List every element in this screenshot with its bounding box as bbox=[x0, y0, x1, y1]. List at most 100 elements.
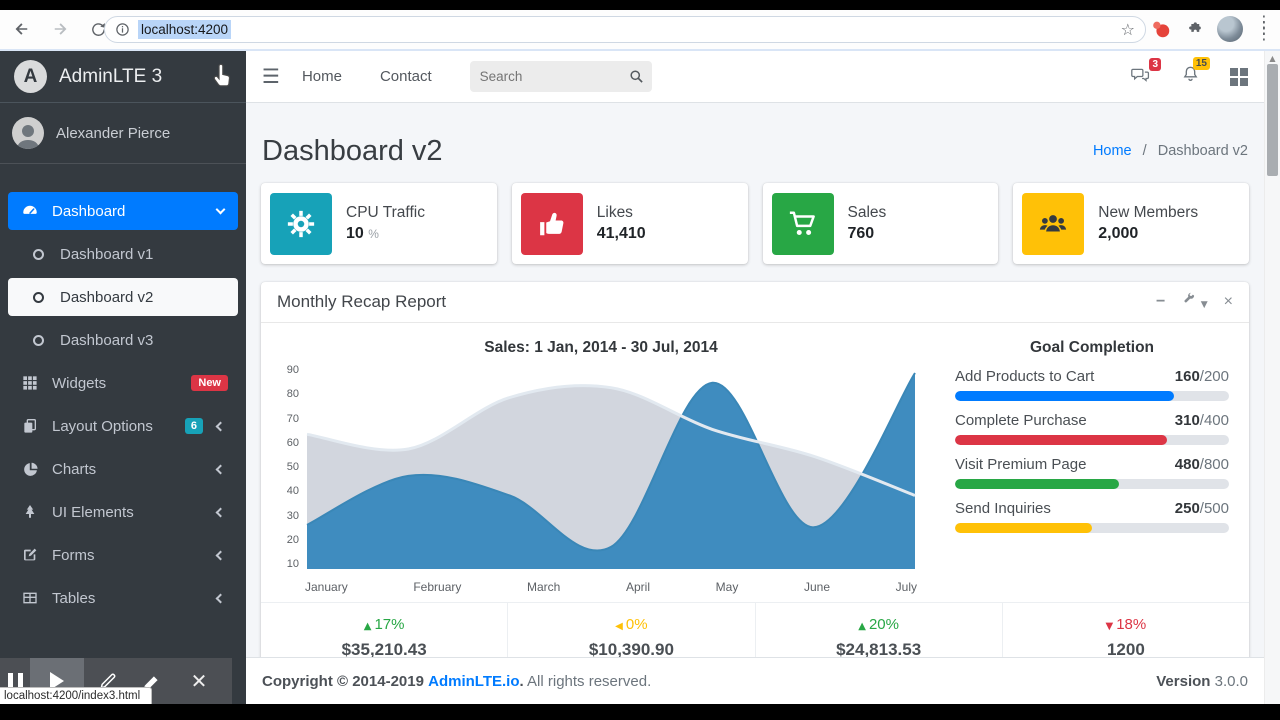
notifications-button[interactable]: 15 bbox=[1181, 57, 1210, 89]
close-button[interactable]: × bbox=[1223, 293, 1233, 310]
page-info-icon[interactable] bbox=[115, 22, 130, 37]
info-box-value: 2,000 bbox=[1098, 225, 1139, 242]
sidebar-toggle-icon[interactable]: ☰ bbox=[262, 66, 280, 88]
goals-title: Goal Completion bbox=[1030, 339, 1154, 356]
browser-toolbar: localhost:4200 ☆ ⋮ ⋮ ⋮ bbox=[0, 10, 1280, 51]
search-input[interactable] bbox=[477, 68, 618, 85]
scrollbar-thumb[interactable] bbox=[1267, 64, 1278, 176]
caret-left-icon: ◀ bbox=[615, 621, 623, 632]
caret-down-icon: ▼ bbox=[1200, 300, 1208, 310]
progress-bar bbox=[955, 479, 1229, 489]
sidebar-item-label: Dashboard v3 bbox=[60, 331, 154, 349]
sidebar-item-dashboard-v3[interactable]: Dashboard v3 bbox=[8, 321, 238, 359]
settings-wrench-button[interactable]: ▼ bbox=[1181, 292, 1208, 312]
notifications-badge: 15 bbox=[1192, 57, 1210, 70]
navbar-link-home[interactable]: Home bbox=[301, 68, 342, 85]
progress-bar bbox=[955, 435, 1229, 445]
scrollbar[interactable]: ▲ bbox=[1264, 51, 1280, 704]
page: A AdminLTE 3 Alexander Pierce Dashboard bbox=[0, 51, 1280, 704]
browser-profile-avatar[interactable] bbox=[1217, 16, 1243, 42]
stat-value: 1200 bbox=[1106, 640, 1145, 659]
top-navbar: ☰ Home Contact 3 15 bbox=[246, 51, 1264, 103]
sidebar-item-ui-elements[interactable]: UI Elements bbox=[8, 493, 238, 531]
sidebar-item-layout-options[interactable]: Layout Options 6 bbox=[8, 407, 238, 445]
chart-title: Sales: 1 Jan, 2014 - 30 Jul, 2014 bbox=[484, 339, 718, 356]
edit-icon bbox=[18, 547, 42, 563]
sidebar-item-label: Dashboard v2 bbox=[60, 288, 154, 306]
goal-label: Visit Premium Page bbox=[955, 456, 1087, 473]
copy-icon bbox=[18, 418, 42, 434]
browser-forward-button[interactable] bbox=[48, 17, 72, 41]
messages-button[interactable]: 3 bbox=[1130, 57, 1161, 89]
goal-row-add-products: Add Products to Cart 160 /200 bbox=[955, 368, 1229, 401]
new-badge: New bbox=[191, 375, 228, 391]
recorder-close-button[interactable]: ✕ bbox=[190, 670, 208, 693]
chevron-left-icon bbox=[215, 421, 226, 431]
info-box-label: Likes bbox=[596, 204, 633, 221]
search-icon[interactable] bbox=[629, 69, 644, 84]
browser-back-button[interactable] bbox=[10, 17, 34, 41]
sidebar-item-forms[interactable]: Forms bbox=[8, 536, 238, 574]
sidebar-item-dashboard-v1[interactable]: Dashboard v1 bbox=[8, 235, 238, 273]
user-name: Alexander Pierce bbox=[56, 124, 171, 142]
adminlte-logo: A bbox=[14, 60, 47, 93]
url-text[interactable]: localhost:4200 bbox=[138, 20, 232, 39]
status-bubble: localhost:4200/index3.html bbox=[0, 687, 152, 704]
sidebar-item-label: Charts bbox=[52, 460, 97, 478]
comments-icon bbox=[1131, 68, 1150, 82]
navbar-link-contact[interactable]: Contact bbox=[379, 68, 432, 85]
goal-label: Send Inquiries bbox=[955, 500, 1051, 517]
goal-row-send-inquiries: Send Inquiries 250 /500 bbox=[955, 500, 1229, 533]
goal-total: /500 bbox=[1199, 500, 1229, 517]
goal-row-complete-purchase: Complete Purchase 310 /400 bbox=[955, 412, 1229, 445]
brand[interactable]: A AdminLTE 3 bbox=[0, 51, 246, 103]
extensions-puzzle-icon[interactable] bbox=[1185, 20, 1204, 39]
th-large-icon bbox=[1230, 67, 1238, 76]
collapse-button[interactable]: − bbox=[1155, 293, 1166, 310]
goal-total: /800 bbox=[1199, 456, 1229, 473]
stat-col-1: ▲ 17% $35,210.43 bbox=[261, 603, 509, 682]
stat-value: $24,813.53 bbox=[836, 640, 922, 659]
sidebar-item-charts[interactable]: Charts bbox=[8, 450, 238, 488]
browser-reload-button[interactable] bbox=[86, 17, 110, 41]
gear-icon bbox=[270, 192, 332, 255]
brand-label: AdminLTE 3 bbox=[59, 65, 163, 87]
mouse-cursor-hand bbox=[210, 63, 234, 96]
sales-chart-area: Sales: 1 Jan, 2014 - 30 Jul, 2014 90 80 70… bbox=[277, 337, 925, 594]
scroll-up-arrow-icon[interactable]: ▲ bbox=[1269, 54, 1276, 63]
sidebar-item-dashboard-v2[interactable]: Dashboard v2 bbox=[8, 278, 238, 316]
sidebar-item-dashboard[interactable]: Dashboard bbox=[8, 192, 238, 230]
goal-completion-area: Goal Completion Add Products to Cart 160… bbox=[925, 337, 1233, 594]
x-axis-labels: January February March April May June July bbox=[305, 580, 917, 594]
recorder-extension-icon[interactable] bbox=[1150, 18, 1172, 40]
pencil-icon bbox=[100, 673, 116, 689]
card-title: Monthly Recap Report bbox=[277, 292, 447, 311]
user-panel[interactable]: Alexander Pierce bbox=[0, 103, 246, 164]
users-icon bbox=[1022, 192, 1085, 255]
pencil-button[interactable] bbox=[84, 658, 132, 704]
sidebar-item-widgets[interactable]: Widgets New bbox=[8, 364, 238, 402]
goal-row-visit-premium: Visit Premium Page 480 /800 bbox=[955, 456, 1229, 489]
breadcrumb: Home / Dashboard v2 bbox=[1092, 143, 1248, 159]
bookmark-star-icon[interactable]: ☆ bbox=[1120, 20, 1135, 39]
sidebar-item-label: UI Elements bbox=[52, 503, 134, 521]
footer: Copyright © 2014-2019 AdminLTE.io. All r… bbox=[246, 657, 1264, 704]
reload-icon bbox=[91, 22, 105, 36]
circle-icon bbox=[26, 291, 50, 303]
pause-button[interactable] bbox=[0, 658, 30, 704]
adminlte-link[interactable]: AdminLTE.io bbox=[428, 672, 520, 690]
info-box-label: CPU Traffic bbox=[346, 204, 425, 221]
info-box-cpu-traffic: CPU Traffic 10 % bbox=[261, 183, 497, 264]
breadcrumb-home-link[interactable]: Home bbox=[1092, 143, 1132, 159]
info-box-row: CPU Traffic 10 % Likes 41,410 bbox=[261, 183, 1249, 264]
messages-badge: 3 bbox=[1149, 57, 1161, 71]
browser-menu-icon[interactable]: ⋮ ⋮ ⋮ bbox=[1256, 14, 1272, 43]
thumbs-up-icon bbox=[520, 192, 583, 255]
main-area: ☰ Home Contact 3 15 bbox=[246, 51, 1264, 704]
control-sidebar-button[interactable] bbox=[1230, 67, 1248, 86]
progress-bar bbox=[955, 391, 1229, 401]
chevron-left-icon bbox=[215, 507, 226, 517]
sidebar-item-tables[interactable]: Tables bbox=[8, 579, 238, 617]
address-bar[interactable]: localhost:4200 ☆ bbox=[104, 16, 1146, 43]
navbar-search bbox=[469, 61, 652, 92]
